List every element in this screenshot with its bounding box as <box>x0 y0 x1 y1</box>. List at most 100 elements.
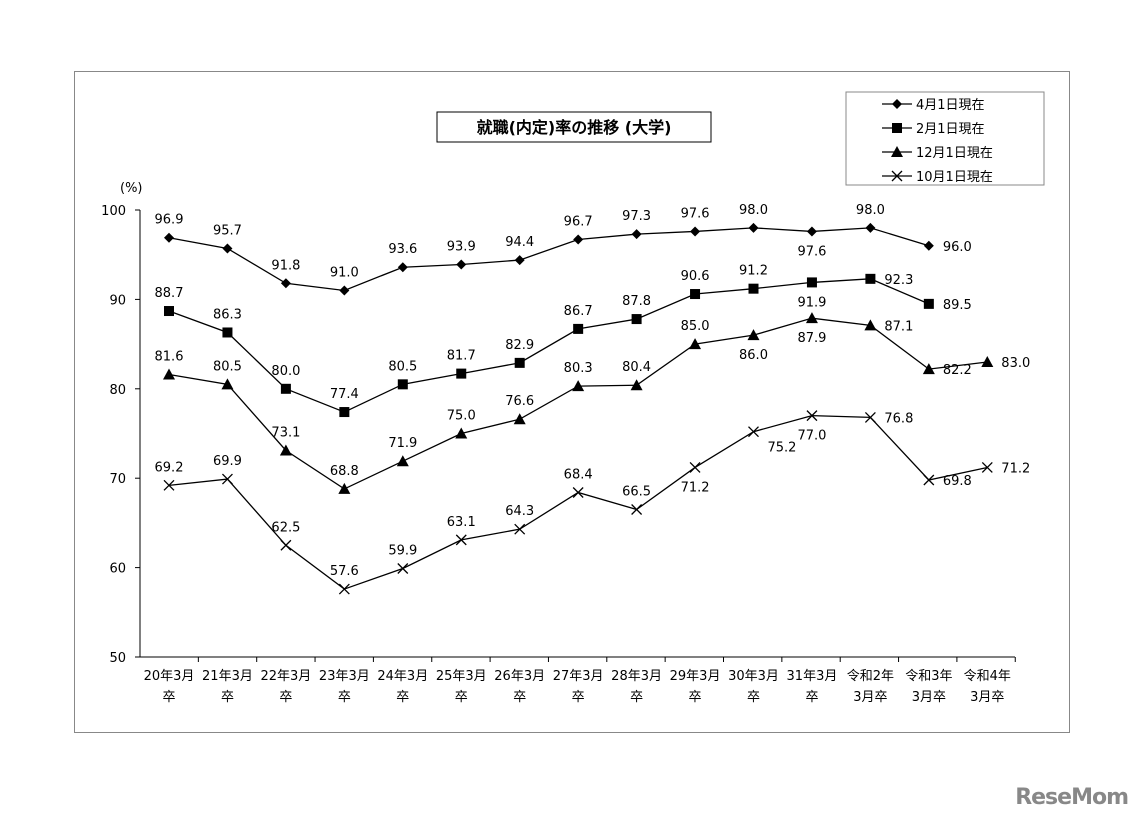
data-label: 96.7 <box>564 215 593 230</box>
x-tick-label: 令和4年 <box>964 669 1011 684</box>
data-point <box>806 277 817 288</box>
data-label: 71.2 <box>1001 461 1030 476</box>
data-label: 80.3 <box>564 361 593 376</box>
x-tick-label: 卒 <box>338 690 351 705</box>
y-tick-label: 90 <box>109 293 126 308</box>
data-point <box>164 306 174 317</box>
data-label: 87.8 <box>622 294 651 309</box>
legend-label: 10月1日現在 <box>916 170 993 185</box>
x-tick-label: 卒 <box>455 690 468 705</box>
data-point <box>455 534 467 546</box>
watermark-logo: ReseMom <box>1015 785 1129 810</box>
legend-label: 2月1日現在 <box>916 122 985 137</box>
y-tick-label: 100 <box>101 204 126 219</box>
data-point <box>514 357 525 368</box>
data-point <box>690 289 701 300</box>
data-point <box>222 327 233 338</box>
x-tick-label: 24年3月 <box>377 669 428 684</box>
title-box <box>436 111 712 143</box>
data-label: 81.6 <box>155 349 184 364</box>
data-label: 94.4 <box>505 235 534 250</box>
legend-marker <box>891 170 903 182</box>
x-tick-label: 30年3月 <box>728 669 779 684</box>
data-label: 69.8 <box>943 474 972 489</box>
y-tick-label: 70 <box>109 472 126 487</box>
data-label: 91.0 <box>330 265 359 280</box>
data-label: 81.7 <box>447 349 476 364</box>
x-tick-label: 25年3月 <box>436 669 487 684</box>
data-point <box>456 259 467 270</box>
x-tick-label: 卒 <box>689 690 702 705</box>
data-point <box>572 487 584 498</box>
data-point <box>456 368 467 379</box>
data-point <box>338 482 351 494</box>
data-label: 76.8 <box>884 411 913 426</box>
data-point <box>280 539 292 551</box>
data-label: 83.0 <box>1001 356 1030 371</box>
x-tick-label: 令和2年 <box>847 669 894 684</box>
data-point <box>748 222 759 233</box>
data-point <box>280 278 291 289</box>
data-point <box>865 222 876 233</box>
data-label: 91.2 <box>739 264 768 279</box>
data-label: 97.6 <box>681 206 710 221</box>
data-label: 73.1 <box>271 425 300 440</box>
x-tick-label: 卒 <box>279 690 292 705</box>
data-label: 85.0 <box>681 319 710 334</box>
data-point <box>397 379 408 390</box>
x-tick-label: 卒 <box>805 690 818 705</box>
y-axis-label: (%) <box>120 181 143 196</box>
data-label: 71.2 <box>681 480 710 495</box>
data-label: 95.7 <box>213 223 242 238</box>
data-point <box>689 462 701 473</box>
data-label: 77.0 <box>797 429 826 444</box>
chart-title: 就職(内定)率の推移 (大学) <box>477 118 672 137</box>
y-tick-label: 50 <box>109 651 126 666</box>
data-point <box>806 410 818 422</box>
data-point <box>514 523 526 535</box>
data-point <box>396 455 409 467</box>
data-point <box>279 444 292 456</box>
data-point <box>163 368 175 380</box>
data-label: 82.9 <box>505 338 534 353</box>
data-label: 86.0 <box>739 348 768 363</box>
x-tick-label: 23年3月 <box>319 669 370 684</box>
data-label: 57.6 <box>330 564 359 579</box>
x-tick-label: 卒 <box>572 690 585 705</box>
y-tick-label: 60 <box>109 562 126 577</box>
data-label: 86.7 <box>564 304 593 319</box>
x-tick-label: 22年3月 <box>260 669 311 684</box>
data-label: 93.6 <box>388 242 417 257</box>
data-point <box>573 323 584 334</box>
chart-frame <box>74 71 1070 733</box>
x-tick-label: 26年3月 <box>494 669 545 684</box>
data-label: 97.3 <box>622 209 651 224</box>
series-line <box>168 414 988 590</box>
data-point <box>981 462 993 473</box>
data-label: 80.4 <box>622 360 651 375</box>
data-point <box>164 232 174 243</box>
data-point <box>923 298 934 309</box>
data-point <box>923 474 935 486</box>
data-point <box>221 378 234 390</box>
data-point <box>339 285 350 296</box>
data-point <box>221 473 233 485</box>
data-point <box>397 563 409 574</box>
data-point <box>864 319 877 331</box>
data-label: 77.4 <box>330 387 359 402</box>
legend-label: 12月1日現在 <box>916 146 993 161</box>
data-label: 68.8 <box>330 464 359 479</box>
data-label: 87.9 <box>797 331 826 346</box>
series-line <box>168 317 988 490</box>
data-label: 62.5 <box>271 520 300 535</box>
data-point <box>923 240 934 251</box>
data-point <box>630 379 643 391</box>
y-tick-label: 80 <box>109 383 126 398</box>
x-tick-label: 卒 <box>221 690 234 705</box>
data-label: 75.2 <box>768 441 797 456</box>
data-label: 59.9 <box>388 543 417 558</box>
data-point <box>922 363 935 375</box>
data-label: 76.6 <box>505 394 534 409</box>
legend-marker <box>892 99 902 109</box>
series-line <box>168 278 930 413</box>
